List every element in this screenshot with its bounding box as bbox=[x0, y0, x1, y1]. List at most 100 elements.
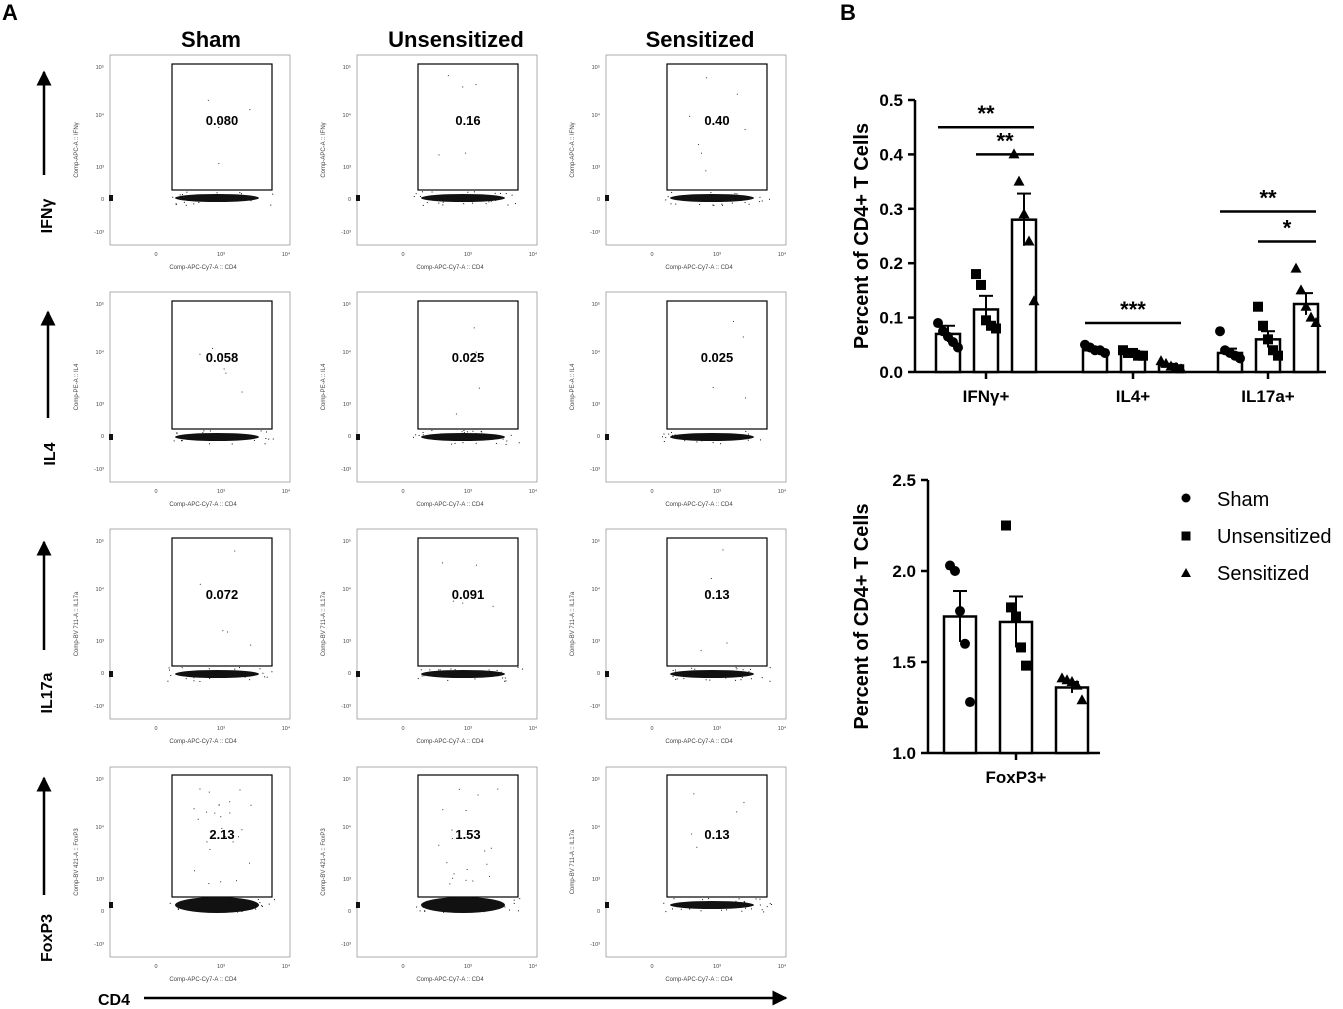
flow-x-tick-label: 10³ bbox=[217, 964, 225, 970]
flow-y-axis-title: Comp-BV 711-A :: IL17a bbox=[321, 591, 327, 656]
flow-y-tick-label: 10³ bbox=[343, 877, 351, 883]
x-tick-label: IL17a+ bbox=[1241, 387, 1294, 406]
event-dot bbox=[466, 868, 468, 870]
gate-box bbox=[417, 537, 519, 667]
event-dot bbox=[211, 437, 213, 439]
event-dot bbox=[700, 650, 702, 652]
event-dot bbox=[172, 196, 174, 198]
row-label-foxp3: FoxP3 bbox=[39, 914, 56, 962]
flow-x-tick-label: 0 bbox=[154, 964, 157, 970]
event-dot bbox=[504, 680, 506, 682]
event-dot bbox=[491, 907, 493, 909]
event-dot bbox=[205, 195, 207, 197]
event-dot bbox=[239, 789, 241, 791]
flow-x-tick-label: 10⁴ bbox=[282, 251, 291, 258]
flow-y-tick-label: -10³ bbox=[341, 467, 351, 473]
event-dot bbox=[748, 203, 750, 205]
flow-y-tick-label: -10³ bbox=[94, 467, 104, 473]
event-dot bbox=[224, 835, 226, 837]
event-dot bbox=[759, 904, 761, 906]
event-dot bbox=[701, 440, 703, 442]
event-dot bbox=[732, 676, 734, 678]
event-dot bbox=[218, 194, 220, 196]
event-dot bbox=[716, 437, 718, 439]
event-dot bbox=[447, 679, 449, 681]
flow-plot-frame bbox=[605, 54, 787, 246]
flow-y-axis-title: Comp-BV 421-A :: FoxP3 bbox=[321, 828, 327, 896]
event-dot bbox=[251, 908, 253, 910]
axis-events bbox=[605, 902, 609, 908]
event-dot bbox=[741, 910, 743, 912]
flow-x-tick-label: 0 bbox=[401, 252, 404, 258]
event-dot bbox=[744, 397, 746, 399]
data-point-sensitized bbox=[1076, 694, 1088, 705]
y-tick-label: 0.3 bbox=[879, 200, 903, 219]
event-dot bbox=[705, 433, 707, 435]
flow-x-tick-label: 10⁴ bbox=[778, 963, 787, 970]
event-dot bbox=[216, 194, 218, 196]
flow-x-axis-title: Comp-APC-Cy7-A :: CD4 bbox=[169, 977, 237, 983]
gate-percentage: 0.058 bbox=[206, 350, 239, 365]
flow-plot-frame bbox=[109, 528, 291, 720]
event-dot bbox=[422, 204, 424, 206]
event-cloud bbox=[421, 897, 505, 913]
gate-percentage: 0.080 bbox=[206, 113, 239, 128]
event-dot bbox=[448, 196, 450, 198]
event-dot bbox=[434, 902, 436, 904]
event-dot bbox=[200, 672, 202, 674]
event-dot bbox=[271, 671, 273, 673]
event-dot bbox=[488, 899, 490, 901]
event-dot bbox=[416, 906, 418, 908]
flow-x-axis-title: Comp-APC-Cy7-A :: CD4 bbox=[665, 265, 733, 271]
event-dot bbox=[450, 668, 452, 670]
event-dot bbox=[438, 202, 440, 204]
event-dot bbox=[769, 680, 771, 682]
event-dot bbox=[442, 204, 444, 206]
event-dot bbox=[462, 442, 464, 444]
event-dot bbox=[463, 432, 465, 434]
axis-events bbox=[356, 671, 360, 677]
event-dot bbox=[213, 899, 215, 901]
event-dot bbox=[460, 439, 462, 441]
event-dot bbox=[455, 909, 457, 911]
y-axis-title: Percent of CD4+ T Cells bbox=[851, 503, 873, 729]
event-dot bbox=[193, 808, 195, 810]
event-dot bbox=[413, 436, 415, 438]
flow-y-tick-label: 0 bbox=[597, 671, 600, 677]
event-dot bbox=[708, 898, 710, 900]
flow-y-tick-label: 10⁵ bbox=[96, 301, 104, 308]
data-point-sensitized bbox=[1300, 300, 1312, 311]
event-dot bbox=[220, 433, 222, 435]
event-dot bbox=[721, 905, 723, 907]
event-dot bbox=[684, 440, 686, 442]
significance-label: ** bbox=[977, 101, 995, 126]
event-dot bbox=[700, 152, 702, 154]
event-dot bbox=[180, 197, 182, 199]
event-dot bbox=[672, 669, 674, 671]
event-dot bbox=[691, 833, 693, 835]
legend-label-sensitized: Sensitized bbox=[1217, 563, 1309, 585]
flow-y-tick-label: 10⁵ bbox=[96, 776, 104, 783]
data-point-sensitized bbox=[1018, 208, 1030, 219]
flow-x-tick-label: 10⁴ bbox=[282, 725, 291, 732]
event-dot bbox=[237, 907, 239, 909]
event-dot bbox=[691, 196, 693, 198]
flow-y-tick-label: -10³ bbox=[341, 942, 351, 948]
event-cloud bbox=[175, 897, 259, 913]
event-dot bbox=[449, 674, 451, 676]
flow-x-axis-title: Comp-APC-Cy7-A :: CD4 bbox=[169, 265, 237, 271]
event-dot bbox=[193, 203, 195, 205]
event-dot bbox=[477, 794, 479, 796]
event-dot bbox=[465, 809, 467, 811]
event-dot bbox=[684, 675, 686, 677]
event-dot bbox=[440, 433, 442, 435]
event-dot bbox=[420, 669, 422, 671]
event-dot bbox=[180, 440, 182, 442]
event-dot bbox=[731, 202, 733, 204]
event-dot bbox=[465, 907, 467, 909]
flow-y-tick-label: -10³ bbox=[94, 942, 104, 948]
flow-x-tick-label: 10³ bbox=[464, 726, 472, 732]
event-dot bbox=[745, 907, 747, 909]
flow-y-tick-label: 10⁵ bbox=[343, 301, 351, 308]
